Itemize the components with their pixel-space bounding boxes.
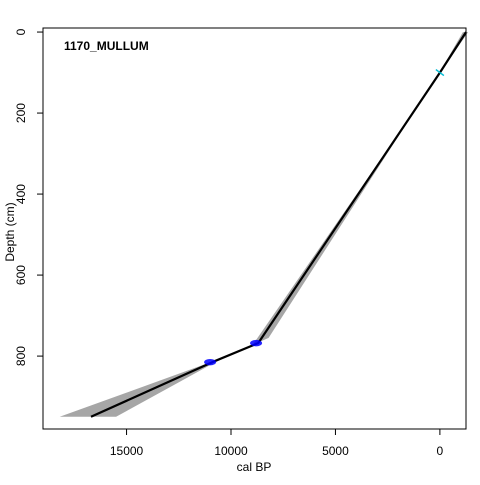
x-tick-label: 10000 <box>214 444 248 458</box>
chart-title: 1170_MULLUM <box>64 39 149 53</box>
surface-date-marker-2 <box>435 68 445 77</box>
x-axis: 15000 10000 5000 0 <box>110 429 444 458</box>
dated-samples-layer <box>204 68 445 366</box>
calibrated-date-marker-1 <box>204 358 217 366</box>
y-tick-label: 200 <box>14 103 28 123</box>
x-tick-label: 0 <box>437 444 444 458</box>
age-depth-line-0 <box>90 31 467 418</box>
y-tick-label: 600 <box>14 265 28 285</box>
y-tick-label: 0 <box>14 28 28 35</box>
x-tick-label: 5000 <box>322 444 349 458</box>
y-tick-label: 400 <box>14 184 28 204</box>
plot-frame <box>42 27 467 430</box>
y-axis: 0 200 400 600 800 <box>14 28 43 366</box>
calibrated-date-marker-0 <box>250 339 263 347</box>
age-depth-line-layer <box>90 31 467 418</box>
y-tick-label: 800 <box>14 346 28 366</box>
uncertainty-band-layer <box>59 32 469 417</box>
uncertainty-band <box>59 32 469 417</box>
x-tick-label: 15000 <box>110 444 144 458</box>
x-axis-label: cal BP <box>237 460 272 474</box>
axes-layer: 15000 10000 5000 0 0 200 400 600 800 <box>14 27 467 458</box>
y-axis-label: Depth (cm) <box>3 202 17 261</box>
